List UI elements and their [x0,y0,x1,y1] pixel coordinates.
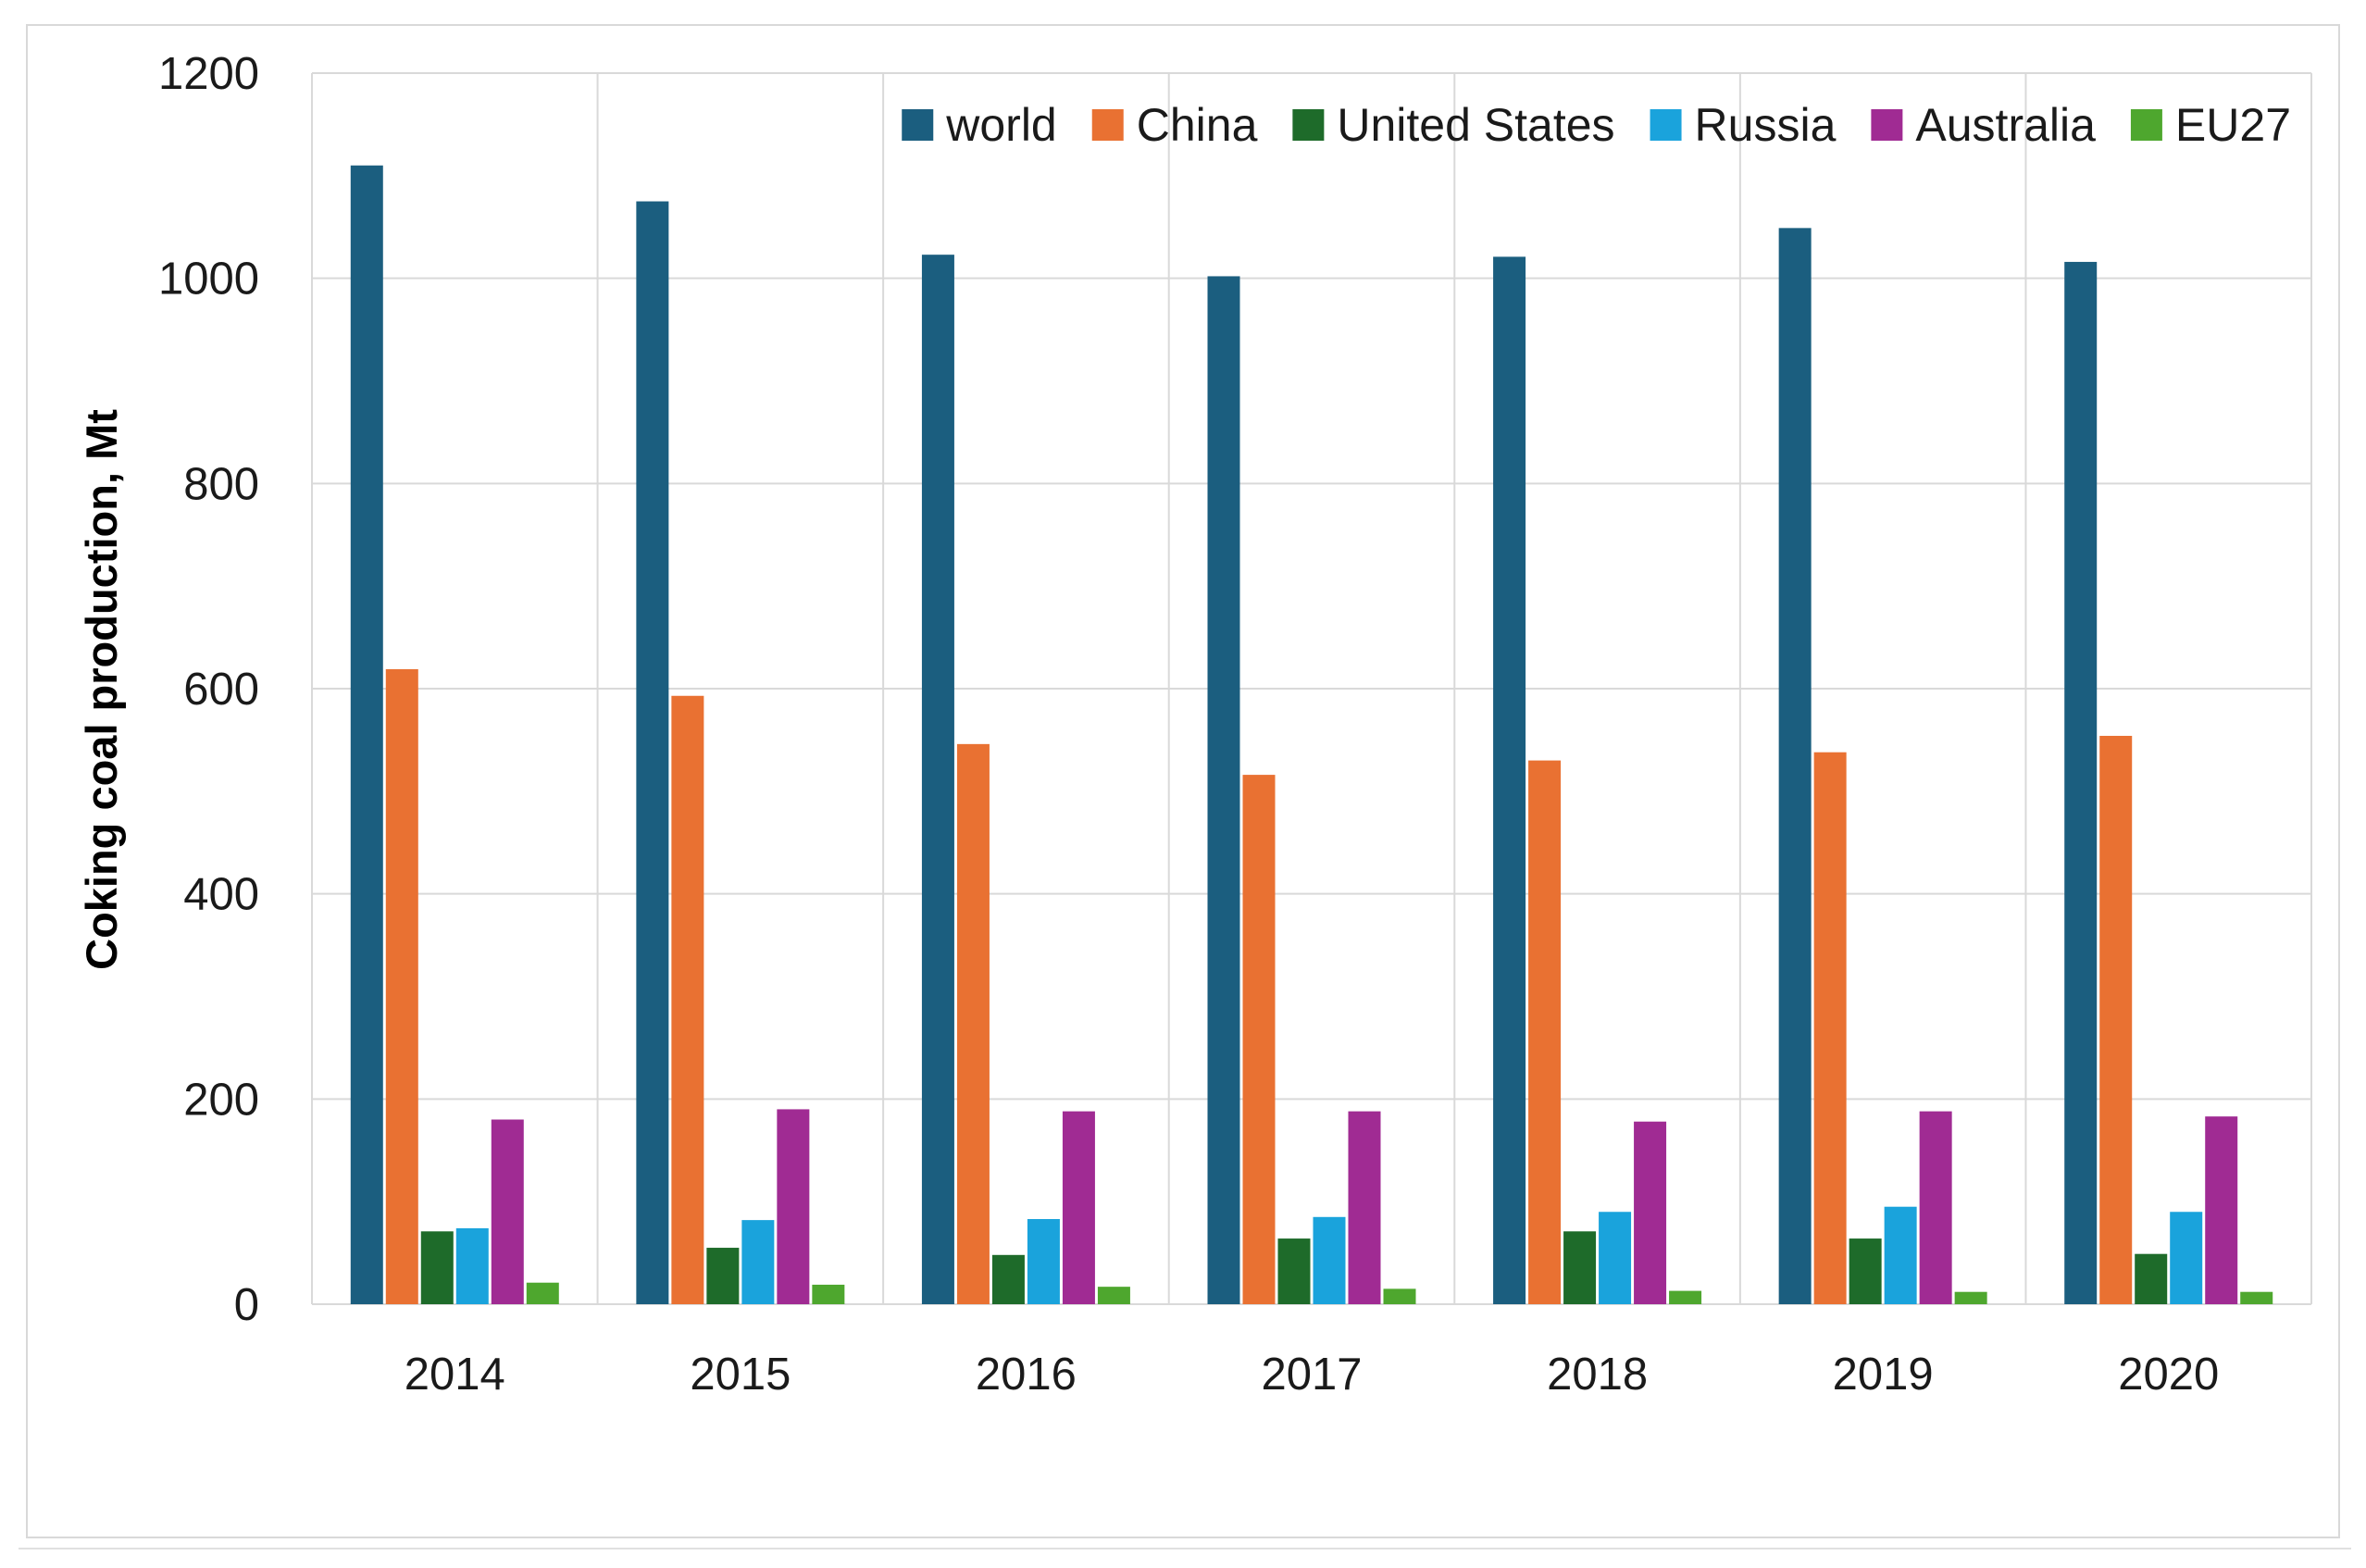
bar-russia-2019 [1884,1206,1917,1304]
bar-world-2020 [2064,261,2098,1304]
bar-australia-2015 [777,1109,810,1304]
legend-label-russia: Russia [1695,99,1837,151]
legend-swatch-eu27 [2130,109,2162,141]
x-axis-ticks: 2014 2015 2016 2017 2018 2019 2020 [405,1350,2219,1400]
x-tick-label-2016: 2016 [976,1350,1077,1400]
y-tick-label-400: 400 [183,870,259,920]
bar-united-states-2019 [1849,1238,1882,1304]
bar-eu27-2020 [2240,1291,2273,1304]
y-axis-label: Coking coal production, Mt [77,409,126,970]
x-tick-label-2020: 2020 [2118,1350,2219,1400]
bar-china-2020 [2099,735,2133,1304]
y-axis-ticks: 0 200 400 600 800 1000 1200 [158,49,259,1330]
bar-united-states-2020 [2135,1253,2168,1304]
legend-label-united-states: United States [1337,99,1614,151]
bar-china-2018 [1528,760,1562,1304]
bar-australia-2019 [1919,1111,1952,1304]
bar-australia-2017 [1348,1111,1381,1304]
y-tick-label-800: 800 [183,459,259,509]
bar-world-2018 [1493,256,1526,1305]
y-tick-label-600: 600 [183,665,259,715]
bar-eu27-2017 [1383,1288,1416,1304]
bar-world-2017 [1207,276,1240,1305]
bar-eu27-2019 [1954,1291,1987,1304]
legend-swatch-australia [1871,109,1903,141]
legend-label-australia: Australia [1915,99,2096,151]
bar-united-states-2016 [991,1254,1025,1304]
bar-united-states-2014 [420,1231,454,1304]
bar-eu27-2018 [1669,1290,1702,1304]
bar-australia-2020 [2205,1116,2238,1304]
x-tick-label-2014: 2014 [405,1350,505,1400]
y-tick-label-0: 0 [234,1280,259,1330]
y-tick-label-200: 200 [183,1075,259,1125]
legend-swatch-united-states [1292,109,1325,141]
bar-russia-2017 [1313,1216,1346,1304]
bar-china-2015 [671,695,704,1304]
bar-eu27-2015 [812,1284,845,1304]
bar-united-states-2018 [1563,1231,1597,1304]
gridlines [311,72,2312,1305]
bottom-divider [19,1548,2351,1549]
x-tick-label-2017: 2017 [1261,1350,1362,1400]
bar-australia-2016 [1062,1111,1095,1304]
x-tick-label-2018: 2018 [1547,1350,1648,1400]
legend-label-eu27: EU27 [2175,99,2291,151]
bar-world-2016 [921,255,954,1304]
bar-china-2014 [385,668,418,1304]
x-tick-label-2019: 2019 [1833,1350,1934,1400]
y-tick-label-1000: 1000 [158,255,259,305]
bar-world-2015 [636,201,669,1305]
bar-russia-2016 [1027,1219,1060,1304]
bar-world-2019 [1778,228,1812,1304]
bar-australia-2014 [491,1119,524,1304]
bar-china-2016 [956,743,990,1304]
bar-russia-2015 [741,1220,775,1304]
bar-china-2017 [1242,775,1276,1304]
legend-swatch-china [1091,109,1124,141]
bar-united-states-2017 [1277,1238,1311,1304]
bar-united-states-2015 [706,1248,740,1304]
bar-russia-2018 [1599,1212,1632,1304]
bar-australia-2018 [1634,1121,1667,1304]
legend-swatch-world [902,109,934,141]
x-tick-label-2015: 2015 [690,1350,791,1400]
bar-russia-2014 [455,1227,489,1304]
bar-eu27-2016 [1097,1287,1130,1304]
bar-china-2019 [1813,752,1847,1304]
legend: world China United States Russia Australia EU… [902,99,2291,151]
legend-label-china: China [1137,99,1258,151]
y-tick-label-1200: 1200 [158,49,259,99]
bar-world-2014 [350,165,383,1304]
legend-swatch-russia [1650,109,1682,141]
legend-label-world: world [945,99,1056,151]
bar-russia-2020 [2170,1212,2203,1304]
bar-eu27-2014 [526,1282,559,1304]
bars [350,165,2273,1305]
